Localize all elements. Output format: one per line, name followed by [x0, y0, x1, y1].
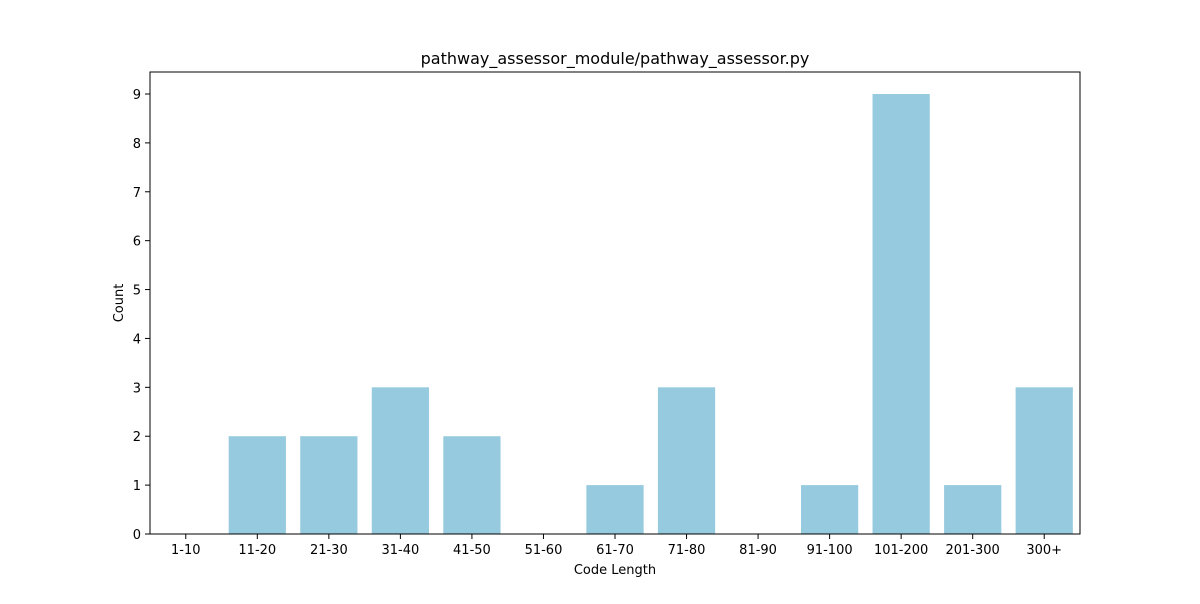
y-tick-label: 1	[133, 479, 141, 494]
x-tick-label: 31-40	[381, 543, 419, 558]
y-tick-label: 4	[133, 332, 141, 347]
bar-31-40	[371, 387, 429, 534]
x-tick-label: 1-10	[171, 543, 201, 558]
bar-91-100	[801, 485, 859, 534]
bar-11-20	[228, 436, 286, 534]
x-tick-label: 300+	[1026, 543, 1062, 558]
bar-21-30	[300, 436, 358, 534]
x-axis: 1-10 11-20 21-30 31-40 41-50 51-60 61-70 71-80 8…	[171, 534, 1062, 558]
x-tick-label: 81-90	[739, 543, 777, 558]
x-tick-label: 41-50	[453, 543, 491, 558]
bar-71-80	[657, 387, 716, 534]
x-tick-label: 11-20	[238, 543, 276, 558]
x-tick-label: 91-100	[807, 543, 853, 558]
chart-title: pathway_assessor_module/pathway_assessor…	[421, 49, 810, 69]
y-tick-label: 8	[133, 137, 141, 152]
y-tick-label: 2	[133, 430, 141, 445]
bars-layer	[228, 94, 1073, 534]
bar-101-200	[872, 94, 930, 534]
bar-201-300	[944, 485, 1002, 534]
x-axis-label: Code Length	[574, 563, 656, 578]
y-axis-label: Count	[112, 284, 127, 323]
y-tick-label: 6	[133, 235, 141, 250]
y-tick-label: 9	[133, 88, 141, 103]
y-tick-label: 7	[133, 186, 141, 201]
plot-frame	[149, 71, 1081, 535]
y-tick-label: 3	[133, 381, 141, 396]
x-tick-label: 201-300	[946, 543, 1000, 558]
bar-61-70	[586, 485, 644, 534]
x-tick-label: 51-60	[525, 543, 563, 558]
bar-41-50	[443, 436, 501, 534]
x-tick-label: 61-70	[596, 543, 634, 558]
bar-300+	[1015, 387, 1073, 534]
y-axis: 0 1 2 3 4 5 6 7 8 9	[133, 88, 150, 543]
x-tick-label: 71-80	[668, 543, 706, 558]
x-tick-label: 101-200	[874, 543, 928, 558]
y-tick-label: 0	[133, 528, 141, 543]
x-tick-label: 21-30	[310, 543, 348, 558]
y-tick-label: 5	[133, 284, 141, 299]
